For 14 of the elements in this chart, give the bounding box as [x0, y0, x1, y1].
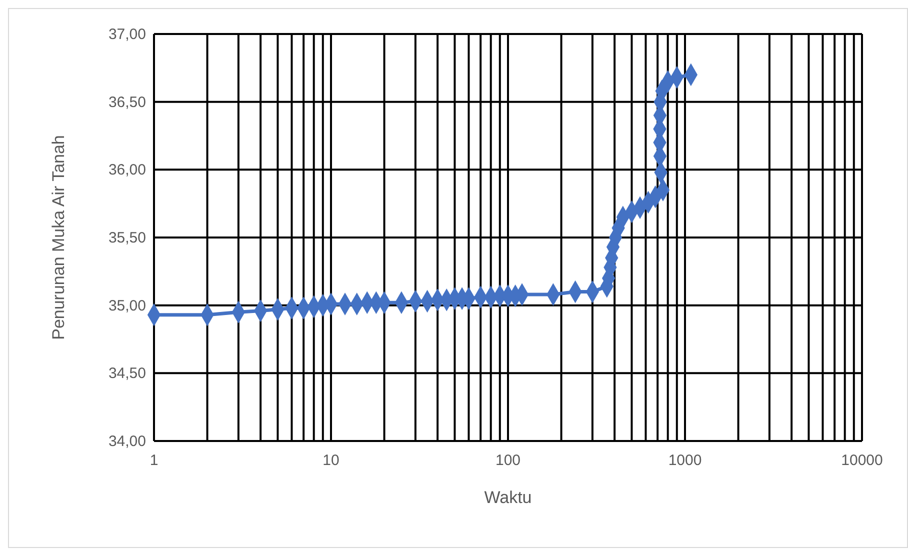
y-tick-label: 37,00 [108, 26, 146, 43]
x-tick-label: 1000 [668, 452, 702, 469]
y-tick-label: 34,00 [108, 433, 146, 450]
x-tick-label: 10 [322, 452, 340, 469]
x-tick-label: 10000 [841, 452, 883, 469]
x-tick-label: 100 [495, 452, 521, 469]
y-tick-label: 35,50 [108, 230, 146, 246]
y-tick-label: 34,50 [108, 365, 146, 382]
x-tick-label: 1 [150, 452, 158, 469]
y-tick-label: 35,00 [108, 297, 146, 314]
y-tick-label: 36,50 [108, 94, 146, 111]
y-axis-title: Penurunan Muka Air Tanah [49, 135, 68, 340]
y-tick-label: 36,00 [108, 162, 146, 179]
x-axis-title: Waktu [484, 488, 532, 507]
